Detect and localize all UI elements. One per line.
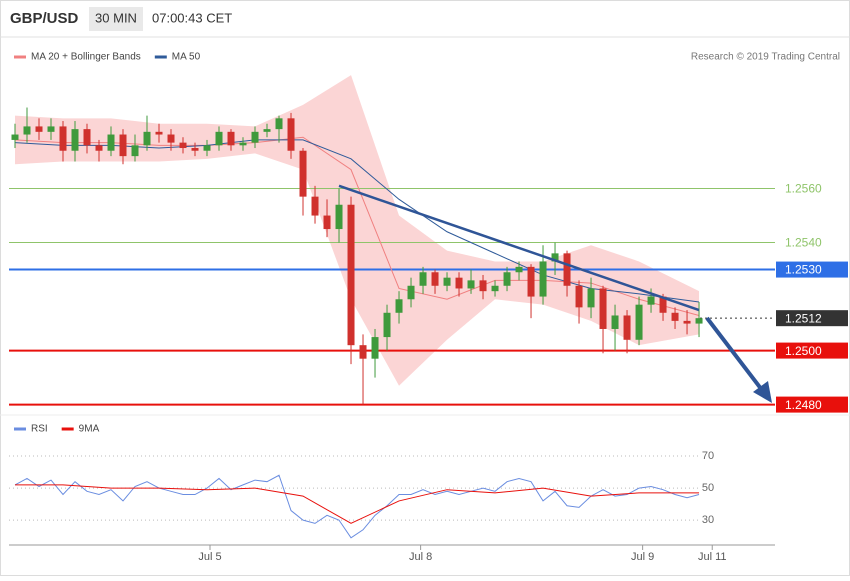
- candle-body: [203, 145, 211, 151]
- candle-body: [407, 285, 415, 300]
- candle-body: [683, 320, 691, 324]
- candle-body: [11, 134, 19, 140]
- candle-body: [431, 272, 439, 286]
- symbol: GBP/USD: [10, 10, 79, 27]
- level-box: [776, 342, 848, 359]
- legend-label: RSI: [31, 424, 48, 435]
- candle-body: [335, 204, 343, 230]
- arrow-head: [753, 381, 772, 403]
- level-box: [776, 396, 848, 413]
- candle-body: [143, 131, 151, 146]
- candle-body: [527, 266, 535, 297]
- legend-label: MA 50: [172, 52, 201, 63]
- candle-body: [455, 277, 463, 289]
- candle-body: [611, 315, 619, 329]
- level-label: 1.2500: [785, 344, 822, 358]
- candle-body: [191, 148, 199, 151]
- candle-body: [515, 266, 523, 273]
- level-label: 1.2480: [785, 398, 822, 412]
- candle-body: [311, 196, 319, 216]
- arrow-shaft: [705, 316, 764, 392]
- x-tick-label: Jul 5: [198, 551, 221, 563]
- y-tick-label: 50: [702, 482, 714, 494]
- candle-body: [287, 118, 295, 151]
- candle-body: [35, 126, 43, 132]
- level-label: 1.2530: [785, 263, 822, 277]
- candle-body: [671, 312, 679, 321]
- interval-box: [89, 7, 143, 31]
- trendline: [338, 184, 700, 312]
- candle-body: [563, 253, 571, 286]
- candle-body: [551, 253, 559, 262]
- candle-body: [275, 118, 283, 130]
- rsi-line: [15, 484, 700, 524]
- bollinger-band: [15, 75, 700, 386]
- candle-body: [251, 131, 259, 143]
- candle-body: [695, 318, 703, 324]
- candle-body: [659, 296, 667, 313]
- candle-body: [263, 129, 271, 132]
- candle-body: [239, 142, 247, 146]
- candle-body: [71, 129, 79, 151]
- candle-body: [227, 131, 235, 146]
- candle-body: [299, 150, 307, 197]
- candle-body: [575, 285, 583, 308]
- level-label: 1.2540: [785, 236, 822, 250]
- legend-label: MA 20 + Bollinger Bands: [31, 52, 141, 63]
- candle-body: [155, 131, 163, 135]
- candle-body: [167, 134, 175, 143]
- x-tick-label: Jul 11: [698, 551, 727, 563]
- level-box: [776, 310, 848, 327]
- candle-body: [443, 277, 451, 286]
- y-tick-label: 30: [702, 514, 714, 526]
- x-tick-label: Jul 8: [409, 551, 432, 563]
- level-label: 1.2512: [785, 311, 822, 325]
- candle-body: [599, 288, 607, 329]
- candle-body: [479, 280, 487, 292]
- candle-body: [47, 126, 55, 132]
- candle-body: [215, 131, 223, 146]
- candle-body: [179, 142, 187, 149]
- candle-body: [419, 272, 427, 286]
- candle-body: [323, 215, 331, 230]
- candle-body: [539, 261, 547, 297]
- candle-body: [359, 345, 367, 359]
- moving-average: [14, 139, 700, 303]
- candle-body: [623, 315, 631, 340]
- level-box: [776, 261, 848, 278]
- candle-body: [59, 126, 67, 151]
- x-tick-label: Jul 9: [631, 551, 654, 563]
- y-tick-label: 70: [702, 450, 714, 462]
- candle-body: [491, 285, 499, 292]
- candle-body: [131, 145, 139, 157]
- rsi-line: [14, 474, 700, 539]
- candle-body: [503, 272, 511, 286]
- candle-body: [23, 126, 31, 135]
- candle-body: [95, 145, 103, 151]
- forecast-arrow: [705, 316, 772, 403]
- candle-body: [347, 204, 355, 346]
- interval: 30 MIN: [95, 10, 137, 25]
- candle-body: [395, 299, 403, 313]
- source: Research © 2019 Trading Central: [691, 52, 840, 63]
- candle-body: [587, 288, 595, 308]
- candle-body: [107, 134, 115, 151]
- candle-body: [467, 280, 475, 289]
- candle-body: [383, 312, 391, 338]
- legend-label: 9MA: [79, 424, 100, 435]
- candle-body: [119, 134, 127, 157]
- candle-body: [83, 129, 91, 146]
- time: 07:00:43 CET: [152, 10, 232, 25]
- level-label: 1.2560: [785, 182, 822, 196]
- candle-body: [371, 337, 379, 359]
- candle-body: [635, 304, 643, 340]
- moving-average: [14, 136, 700, 316]
- candle-body: [647, 296, 655, 305]
